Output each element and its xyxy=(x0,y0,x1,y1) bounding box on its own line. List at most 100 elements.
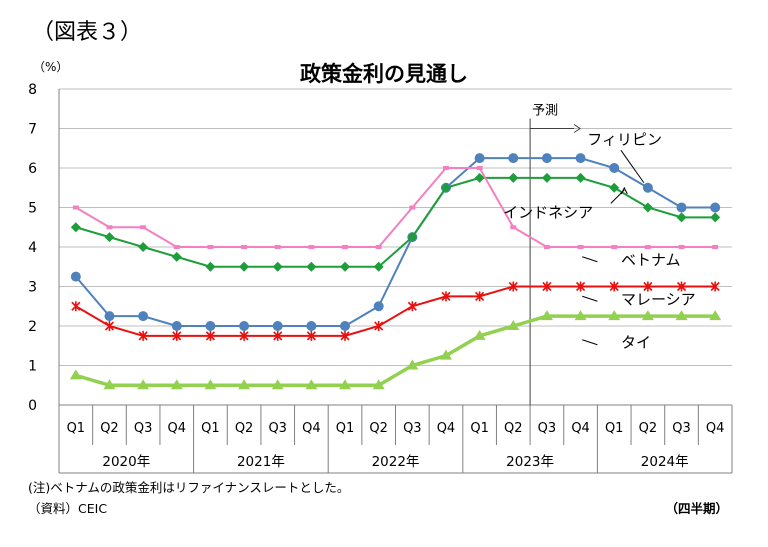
data-point xyxy=(342,245,349,249)
data-point xyxy=(373,301,384,312)
series-フィリピン xyxy=(70,153,721,331)
data-point xyxy=(473,329,486,340)
figure-label: （図表３） xyxy=(32,20,143,45)
data-point xyxy=(409,205,416,210)
data-point xyxy=(407,301,417,312)
series-label: タイ xyxy=(621,334,651,352)
data-point xyxy=(137,379,150,390)
data-point xyxy=(171,321,182,331)
series-label: ベトナム xyxy=(621,251,681,269)
y-unit-label: （%） xyxy=(33,60,69,74)
series-label: マレーシア xyxy=(621,290,696,308)
data-point xyxy=(172,330,182,341)
series-インドネシア xyxy=(70,172,721,272)
label-pointer-head xyxy=(620,186,628,195)
data-point xyxy=(508,281,518,292)
data-point xyxy=(274,245,281,249)
series-layer xyxy=(69,153,722,390)
data-point xyxy=(642,202,653,213)
annotation-フィリピン: フィリピン xyxy=(587,130,662,184)
data-point xyxy=(508,172,519,183)
data-point xyxy=(238,379,251,390)
x-tick-label: Q4 xyxy=(571,421,590,436)
data-point xyxy=(271,379,284,390)
data-point xyxy=(542,281,552,292)
x-tick-label: Q4 xyxy=(437,421,456,436)
data-point xyxy=(306,261,317,272)
year-label: 2021年 xyxy=(237,454,285,470)
y-tick-label: 7 xyxy=(28,122,37,138)
y-tick-label: 0 xyxy=(28,398,37,414)
series-line xyxy=(75,157,716,327)
year-label: 2023年 xyxy=(506,454,554,470)
data-point xyxy=(576,281,586,292)
data-point xyxy=(306,321,317,331)
data-point xyxy=(406,359,419,370)
data-point xyxy=(577,245,584,249)
x-tick-label: Q4 xyxy=(168,421,187,436)
x-tick-label: Q2 xyxy=(504,421,523,436)
x-tick-label: Q3 xyxy=(134,421,153,436)
data-point xyxy=(712,245,719,249)
data-point xyxy=(205,321,216,331)
data-point xyxy=(541,153,552,164)
data-point xyxy=(543,245,550,249)
data-point xyxy=(643,281,653,292)
data-point xyxy=(339,379,352,390)
data-point xyxy=(204,379,217,390)
x-tick-label: Q1 xyxy=(201,421,220,436)
data-point xyxy=(71,301,81,312)
label-pointer xyxy=(582,339,598,346)
data-point xyxy=(171,251,182,262)
data-point xyxy=(675,310,688,321)
data-point xyxy=(372,379,385,390)
data-point xyxy=(709,310,722,321)
data-point xyxy=(611,245,618,249)
annotation-インドネシア: インドネシア xyxy=(503,186,628,221)
data-point xyxy=(205,330,215,341)
x-tick-label: Q4 xyxy=(302,421,321,436)
data-point xyxy=(239,321,250,331)
data-point xyxy=(608,310,621,321)
series-line xyxy=(75,176,716,268)
label-pointer xyxy=(582,256,598,263)
data-point xyxy=(241,245,248,249)
data-point xyxy=(676,202,687,213)
data-point xyxy=(508,153,519,164)
data-point xyxy=(138,311,149,322)
data-point xyxy=(106,225,113,230)
data-point xyxy=(70,222,81,233)
x-tick-label: Q1 xyxy=(67,421,86,436)
series-label: インドネシア xyxy=(503,203,593,221)
series-label: フィリピン xyxy=(587,130,662,148)
data-point xyxy=(641,310,654,321)
data-point xyxy=(305,379,318,390)
x-tick-label: Q2 xyxy=(639,421,658,436)
data-point xyxy=(103,379,116,390)
data-point xyxy=(340,321,351,331)
x-tick-label: Q1 xyxy=(605,421,624,436)
series-ベトナム xyxy=(72,166,719,249)
data-point xyxy=(710,281,720,292)
year-label: 2020年 xyxy=(102,454,150,470)
data-point xyxy=(239,330,249,341)
data-point xyxy=(439,349,452,360)
data-point xyxy=(574,310,587,321)
axis-layer: 0 1 2 3 4 5 6 7 8 Q1 Q2 Q3 Q4 Q1 Q2 Q3 Q4 Q1 Q2 Q3 Q4 Q1 Q2 Q3 Q… xyxy=(28,82,733,474)
y-tick-label: 4 xyxy=(28,240,37,256)
data-point xyxy=(474,153,485,164)
x-tick-label: Q3 xyxy=(403,421,422,436)
year-label: 2024年 xyxy=(641,454,689,470)
x-tick-label: Q2 xyxy=(369,421,388,436)
data-point xyxy=(440,182,451,193)
y-tick-label: 2 xyxy=(28,319,37,335)
data-point xyxy=(72,205,79,210)
data-point xyxy=(138,242,149,252)
data-point xyxy=(575,153,586,164)
data-point xyxy=(644,245,651,249)
series-line xyxy=(75,167,716,248)
data-point xyxy=(340,330,350,341)
forecast-arrow-head xyxy=(573,124,582,133)
x-tick-label: Q2 xyxy=(235,421,254,436)
data-point xyxy=(407,232,418,243)
